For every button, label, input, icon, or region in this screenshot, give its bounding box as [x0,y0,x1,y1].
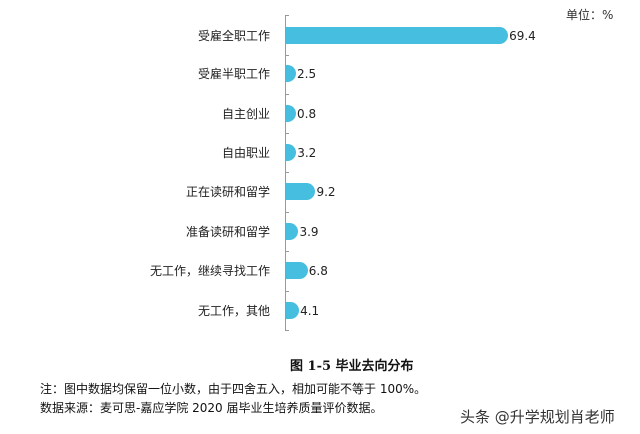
bar [286,183,316,200]
bar-row: 无工作，其他 4.1 [0,301,640,321]
axis-tick [285,330,289,331]
category-label: 自主创业 [221,107,270,121]
value-label: 6.8 [308,264,328,278]
value-label: 9.2 [316,185,336,199]
bar-row: 准备读研和留学 3.9 [0,222,640,242]
unit-label: 单位：% [566,8,614,22]
bar [286,223,299,240]
bar-row: 无工作，继续寻找工作 6.8 [0,261,640,281]
category-label: 无工作，继续寻找工作 [149,264,270,278]
axis-tick [285,212,289,213]
value-label: 3.2 [297,146,317,160]
axis-tick [285,291,289,292]
category-label: 正在读研和留学 [185,185,270,199]
value-label: 4.1 [300,304,320,318]
bar-row: 自由职业 3.2 [0,143,640,163]
bar [286,302,300,319]
category-label: 自由职业 [221,146,270,160]
category-label: 受雇半职工作 [197,67,270,81]
bar [286,27,509,44]
value-label: 3.9 [299,225,319,239]
value-label: 2.5 [297,67,317,81]
y-axis [285,15,286,331]
category-label: 准备读研和留学 [185,225,270,239]
value-label: 69.4 [509,29,536,43]
category-label: 受雇全职工作 [197,29,270,43]
bar-row: 受雇半职工作 2.5 [0,64,640,84]
bar-row: 自主创业 0.8 [0,104,640,124]
axis-tick [285,172,289,173]
figure-caption: 图 1-5 毕业去向分布 [290,359,414,374]
axis-tick [285,55,289,56]
axis-tick [285,133,289,134]
bar [286,262,308,279]
axis-tick [285,94,289,95]
bar [286,144,297,161]
source-line: 数据来源：麦可思-嘉应学院 2020 届毕业生培养质量评价数据。 [40,401,383,415]
value-label: 0.8 [297,107,317,121]
bar-row: 正在读研和留学 9.2 [0,182,640,202]
bar [286,105,296,122]
axis-tick [285,15,289,16]
axis-tick [285,251,289,252]
category-label: 无工作，其他 [197,304,270,318]
bar [286,65,296,82]
watermark: 头条 @升学规划肖老师 [460,408,615,426]
note-line: 注：图中数据均保留一位小数，由于四舍五入，相加可能不等于 100%。 [40,382,427,396]
bar-row: 受雇全职工作 69.4 [0,26,640,46]
